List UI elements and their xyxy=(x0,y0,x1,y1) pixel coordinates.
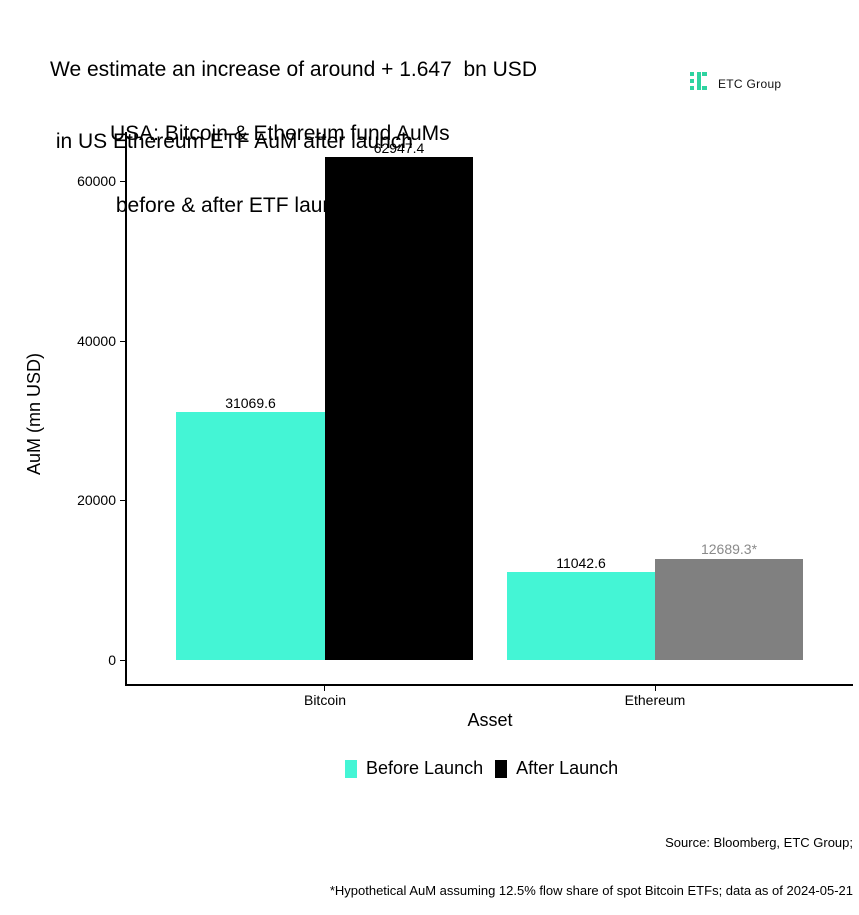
y-axis-line xyxy=(125,132,127,686)
legend-item-after-launch: After Launch xyxy=(495,758,618,779)
footnote-text: *Hypothetical AuM assuming 12.5% flow sh… xyxy=(329,883,853,898)
bar-label-ethereum-after: 12689.3* xyxy=(700,541,758,557)
legend-key-after-launch xyxy=(495,759,508,778)
x-tick xyxy=(655,686,656,691)
bar-bitcoin-after xyxy=(325,157,473,660)
legend: Before Launch After Launch xyxy=(345,758,630,779)
headline: We estimate an increase of around + 1.64… xyxy=(50,10,537,178)
y-tick-label: 20000 xyxy=(77,492,116,508)
bar-bitcoin-before xyxy=(176,412,325,660)
etc-group-logo-icon xyxy=(690,72,712,96)
x-axis-line xyxy=(125,684,853,686)
y-tick xyxy=(120,181,125,182)
y-tick-label: 60000 xyxy=(77,173,116,189)
y-tick-label: 40000 xyxy=(77,333,116,349)
legend-label: After Launch xyxy=(516,758,619,778)
bar-label-bitcoin-before: 31069.6 xyxy=(225,395,276,411)
y-tick xyxy=(120,341,125,342)
y-tick xyxy=(120,500,125,501)
logo-text: ETC Group xyxy=(718,77,782,91)
bar-ethereum-after xyxy=(655,559,803,660)
legend-label: Before Launch xyxy=(366,758,484,778)
source-text: Source: Bloomberg, ETC Group; xyxy=(665,835,853,850)
bar-label-bitcoin-after: 62947.4 xyxy=(373,140,425,156)
x-tick xyxy=(324,686,325,691)
etc-group-logo: ETC Group xyxy=(690,72,781,96)
y-tick xyxy=(120,660,125,661)
x-category-label: Ethereum xyxy=(624,692,686,708)
bar-label-ethereum-before: 11042.6 xyxy=(556,555,606,571)
legend-item-before-launch: Before Launch xyxy=(345,758,483,779)
x-category-label: Bitcoin xyxy=(303,692,347,708)
x-axis-title: Asset xyxy=(467,710,513,730)
source-footer: Source: Bloomberg, ETC Group; *Hypotheti… xyxy=(330,803,853,915)
chart-title-line-1: USA: Bitcoin & Ethereum fund AuMs xyxy=(110,122,450,145)
legend-key-before-launch xyxy=(345,759,357,778)
headline-line-1: We estimate an increase of around + 1.64… xyxy=(50,58,537,81)
y-tick-label: 0 xyxy=(108,652,116,668)
headline-line-2: in US Ethereum ETF AuM after launch xyxy=(50,130,413,153)
y-axis-title: AuM (mn USD) xyxy=(24,352,44,475)
bar-ethereum-before xyxy=(507,572,655,660)
